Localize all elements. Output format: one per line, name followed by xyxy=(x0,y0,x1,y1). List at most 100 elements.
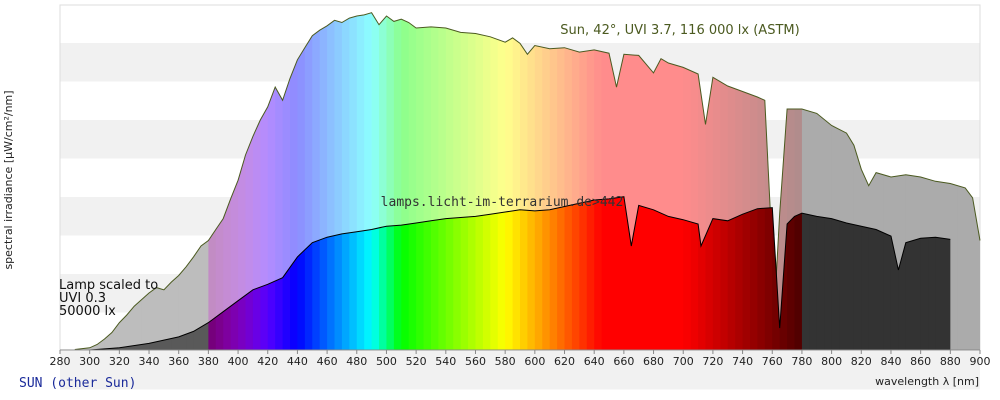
lamp-band-530 xyxy=(430,196,439,350)
sun-band-540 xyxy=(445,12,454,350)
sun-band-810 xyxy=(846,12,855,350)
sun-band-555 xyxy=(468,12,477,350)
x-tick-label-620: 620 xyxy=(554,355,575,368)
sun-band-660 xyxy=(623,12,632,350)
lamp-band-780 xyxy=(801,196,810,350)
lamp-band-630 xyxy=(579,196,588,350)
lamp-band-615 xyxy=(557,196,566,350)
sun-band-865 xyxy=(928,12,937,350)
lamp-band-450 xyxy=(312,196,321,350)
lamp-band-745 xyxy=(750,196,759,350)
x-tick-label-640: 640 xyxy=(584,355,605,368)
x-tick-label-380: 380 xyxy=(198,355,219,368)
lamp-band-545 xyxy=(453,196,462,350)
lamp-band-695 xyxy=(675,196,684,350)
lamp-band-800 xyxy=(831,196,840,350)
sun-band-520 xyxy=(416,12,425,350)
sun-band-550 xyxy=(460,12,469,350)
sun-band-775 xyxy=(794,12,803,350)
lamp-band-810 xyxy=(846,196,855,350)
sun-band-455 xyxy=(319,12,328,350)
lamp-band-680 xyxy=(653,196,662,350)
sun-band-525 xyxy=(423,12,432,350)
sun-band-600 xyxy=(534,12,543,350)
sun-band-675 xyxy=(646,12,655,350)
lamp-band-770 xyxy=(787,196,796,350)
x-axis: 280 300 320 340 360 380 400 420 440 460 480 500 520 5… xyxy=(50,349,991,368)
x-tick-label-280: 280 xyxy=(50,355,71,368)
sun-band-400 xyxy=(238,12,247,350)
lamp-band-445 xyxy=(304,196,313,350)
sun-band-850 xyxy=(905,12,914,350)
lamp-band-565 xyxy=(482,196,491,350)
sun-band-450 xyxy=(312,12,321,350)
sun-band-820 xyxy=(861,12,870,350)
x-tick-label-480: 480 xyxy=(346,355,367,368)
x-tick-label-500: 500 xyxy=(376,355,397,368)
lamp-band-650 xyxy=(609,196,618,350)
sun-band-790 xyxy=(816,12,825,350)
sun-band-430 xyxy=(282,12,291,350)
lamp-band-440 xyxy=(297,196,306,350)
lamp-band-495 xyxy=(379,196,388,350)
sun-series-label: Sun, 42°, UVI 3.7, 116 000 lx (ASTM) xyxy=(560,23,799,38)
lamp-band-505 xyxy=(393,196,402,350)
lamp-band-600 xyxy=(534,196,543,350)
sun-band-530 xyxy=(430,12,439,350)
lamp-band-725 xyxy=(720,196,729,350)
sun-band-645 xyxy=(601,12,610,350)
lamp-band-585 xyxy=(512,196,521,350)
x-tick-label-540: 540 xyxy=(435,355,456,368)
sun-band-710 xyxy=(698,12,707,350)
lamp-band-485 xyxy=(364,196,373,350)
sun-band-805 xyxy=(839,12,848,350)
x-tick-label-400: 400 xyxy=(228,355,249,368)
lamp-band-430 xyxy=(282,196,291,350)
lamp-band-590 xyxy=(520,196,529,350)
lamp-band-655 xyxy=(616,196,625,350)
x-tick-label-340: 340 xyxy=(139,355,160,368)
lamp-band-875 xyxy=(942,196,951,350)
other-sun-link[interactable]: SUN (other Sun) xyxy=(19,376,137,391)
sun-band-655 xyxy=(616,12,625,350)
sun-band-445 xyxy=(304,12,313,350)
lamp-band-515 xyxy=(408,196,417,350)
lamp-band-500 xyxy=(386,196,395,350)
sun-band-700 xyxy=(683,12,692,350)
lamp-band-510 xyxy=(401,196,410,350)
lamp-band-715 xyxy=(705,196,714,350)
sun-band-585 xyxy=(512,12,521,350)
lamp-band-470 xyxy=(341,196,350,350)
sun-band-465 xyxy=(334,12,343,350)
x-tick-label-560: 560 xyxy=(465,355,486,368)
lamp-band-870 xyxy=(935,196,944,350)
sun-band-565 xyxy=(482,12,491,350)
lamp-band-540 xyxy=(445,196,454,350)
sun-band-715 xyxy=(705,12,714,350)
sun-band-640 xyxy=(594,12,603,350)
sun-band-745 xyxy=(750,12,759,350)
sun-band-795 xyxy=(824,12,833,350)
lamp-note-line-1: Lamp scaled to xyxy=(59,278,158,293)
x-tick-label-900: 900 xyxy=(970,355,991,368)
lamp-band-730 xyxy=(727,196,736,350)
lamp-band-625 xyxy=(571,196,580,350)
sun-band-780 xyxy=(801,12,810,350)
lamp-band-620 xyxy=(564,196,573,350)
x-tick-label-680: 680 xyxy=(643,355,664,368)
sun-band-650 xyxy=(609,12,618,350)
sun-band-475 xyxy=(349,12,358,350)
sun-band-535 xyxy=(438,12,447,350)
sun-band-750 xyxy=(757,12,766,350)
lamp-band-570 xyxy=(490,196,499,350)
sun-band-725 xyxy=(720,12,729,350)
lamp-band-855 xyxy=(913,196,922,350)
x-tick-label-360: 360 xyxy=(168,355,189,368)
lamp-note-line-3: 50000 lx xyxy=(59,304,116,319)
sun-band-515 xyxy=(408,12,417,350)
lamp-band-795 xyxy=(824,196,833,350)
x-tick-label-440: 440 xyxy=(287,355,308,368)
lamp-band-720 xyxy=(712,196,721,350)
sun-band-690 xyxy=(668,12,677,350)
